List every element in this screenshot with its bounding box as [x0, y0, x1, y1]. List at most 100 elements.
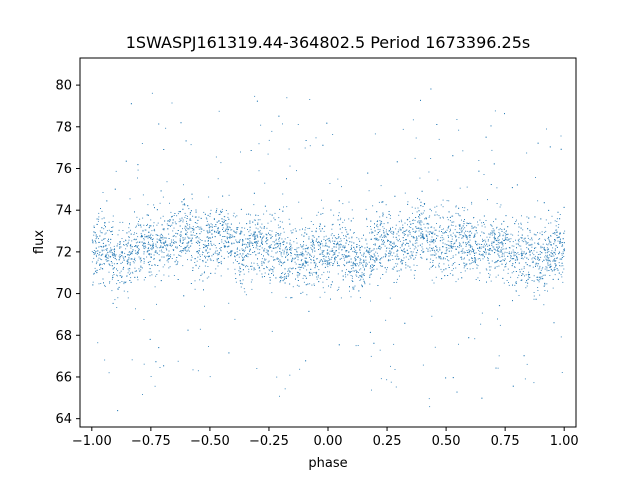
- data-point: [229, 234, 231, 235]
- data-point: [259, 236, 261, 238]
- data-point: [104, 222, 106, 224]
- data-point: [559, 241, 561, 243]
- data-point: [246, 213, 248, 215]
- data-point: [340, 217, 342, 219]
- data-point: [157, 265, 159, 266]
- data-point: [452, 257, 454, 258]
- data-point: [105, 255, 107, 257]
- data-point: [341, 249, 343, 251]
- data-point: [97, 220, 99, 222]
- data-point: [347, 274, 349, 276]
- data-point: [391, 268, 393, 270]
- data-point: [297, 276, 299, 278]
- data-point: [289, 374, 291, 376]
- data-point: [242, 240, 244, 241]
- data-point: [128, 256, 130, 258]
- data-point: [504, 235, 506, 237]
- data-point: [129, 236, 130, 238]
- data-point: [150, 219, 152, 221]
- data-point: [493, 163, 495, 165]
- data-point: [310, 247, 312, 249]
- data-point: [199, 256, 201, 257]
- data-point: [99, 264, 101, 266]
- data-point: [295, 249, 297, 251]
- data-point: [245, 294, 247, 296]
- data-point: [135, 239, 137, 241]
- data-point: [149, 236, 151, 238]
- data-point: [522, 241, 524, 243]
- data-point: [563, 249, 565, 251]
- data-point: [451, 246, 453, 248]
- data-point: [284, 278, 285, 280]
- data-point: [375, 257, 377, 259]
- data-point: [390, 381, 392, 383]
- data-point: [281, 238, 283, 240]
- data-point: [249, 248, 251, 250]
- data-point: [510, 252, 512, 254]
- data-point: [559, 214, 561, 215]
- data-point: [229, 237, 231, 239]
- data-point: [143, 319, 145, 320]
- data-point: [178, 254, 180, 256]
- data-point: [278, 238, 280, 240]
- data-point: [381, 239, 383, 241]
- data-point: [450, 244, 452, 246]
- data-point: [406, 242, 408, 244]
- data-point: [276, 258, 278, 260]
- data-point: [354, 258, 356, 260]
- data-point: [473, 236, 475, 238]
- data-point: [402, 128, 404, 130]
- data-point: [259, 249, 261, 251]
- data-point: [228, 302, 230, 304]
- data-point: [182, 242, 184, 244]
- data-point: [352, 263, 354, 265]
- data-point: [365, 250, 367, 252]
- data-point: [323, 238, 325, 240]
- data-point: [202, 251, 203, 253]
- data-point: [308, 238, 310, 240]
- data-point: [494, 110, 496, 112]
- data-point: [139, 241, 141, 243]
- data-point: [277, 224, 279, 226]
- data-point: [280, 252, 282, 254]
- data-point: [295, 263, 297, 265]
- data-point: [395, 263, 397, 265]
- data-point: [401, 260, 403, 262]
- data-point: [224, 216, 226, 218]
- data-point: [368, 250, 369, 252]
- data-point: [559, 233, 561, 235]
- data-point: [445, 247, 447, 249]
- data-point: [518, 243, 519, 245]
- data-point: [403, 233, 405, 235]
- data-point: [552, 287, 554, 289]
- data-point: [429, 250, 431, 252]
- data-point: [297, 259, 299, 261]
- data-point: [166, 260, 168, 262]
- data-point: [201, 240, 203, 241]
- data-point: [327, 252, 329, 254]
- data-point: [147, 237, 149, 239]
- data-point: [419, 223, 421, 225]
- data-point: [557, 246, 558, 248]
- data-point: [557, 269, 559, 271]
- data-point: [234, 236, 236, 238]
- data-point: [501, 229, 503, 230]
- data-point: [483, 232, 485, 234]
- data-point: [468, 249, 470, 251]
- data-point: [191, 255, 192, 256]
- data-point: [224, 246, 226, 248]
- data-point: [438, 215, 440, 217]
- data-point: [341, 227, 343, 229]
- data-point: [521, 268, 523, 270]
- data-point: [292, 229, 294, 231]
- data-point: [475, 241, 477, 243]
- data-point: [127, 272, 129, 274]
- data-point: [400, 268, 402, 270]
- data-point: [509, 247, 511, 249]
- data-point: [255, 227, 257, 229]
- data-point: [270, 244, 272, 246]
- data-point: [474, 262, 476, 264]
- data-point: [239, 249, 241, 251]
- data-point: [98, 246, 100, 248]
